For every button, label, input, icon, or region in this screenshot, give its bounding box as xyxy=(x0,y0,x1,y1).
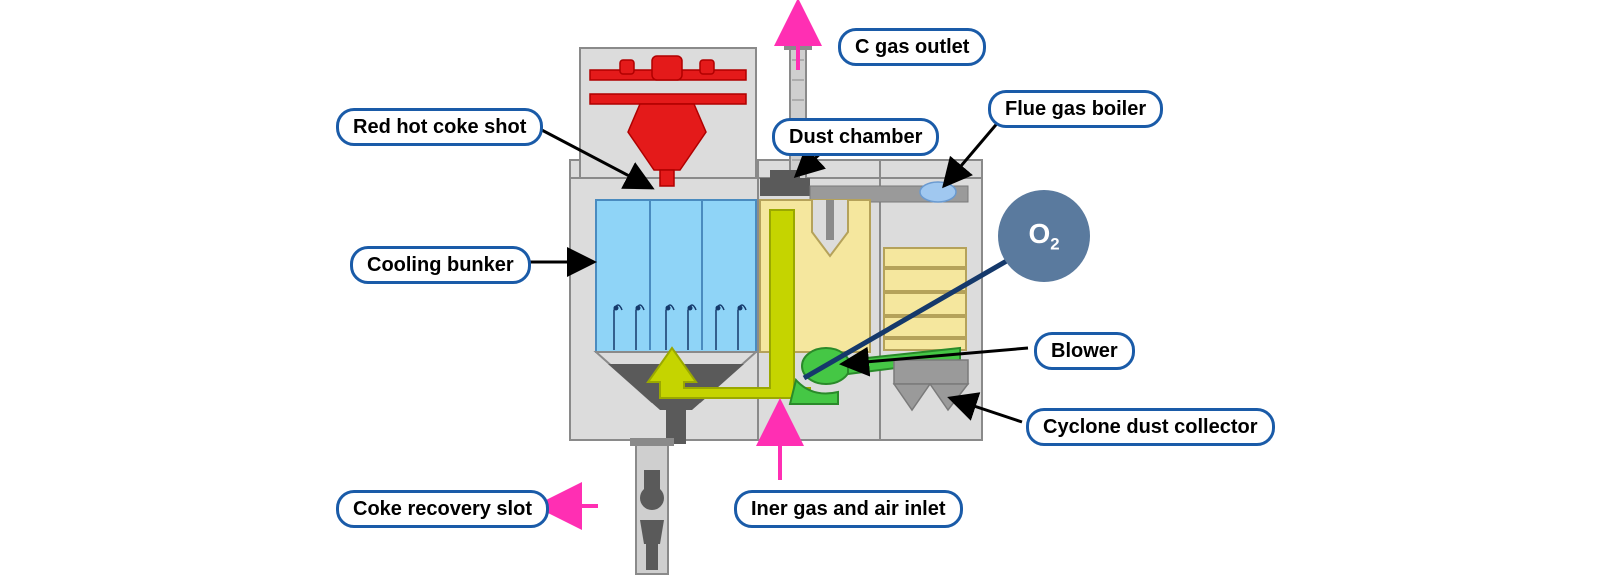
label-blower: Blower xyxy=(1034,332,1135,370)
o2-circle: O2 xyxy=(998,190,1090,282)
label-coke-recovery-slot: Coke recovery slot xyxy=(336,490,549,528)
label-inert-gas-air-inlet: Iner gas and air inlet xyxy=(734,490,963,528)
label-red-hot-coke-shot: Red hot coke shot xyxy=(336,108,543,146)
diagram-canvas: { "type": "flowchart", "background_color… xyxy=(0,0,1600,578)
label-c-gas-outlet: C gas outlet xyxy=(838,28,986,66)
coke-recovery-pipe xyxy=(630,438,674,574)
top-tower xyxy=(580,48,756,186)
label-dust-chamber: Dust chamber xyxy=(772,118,939,156)
label-cyclone-dust-collector: Cyclone dust collector xyxy=(1026,408,1275,446)
label-cooling-bunker: Cooling bunker xyxy=(350,246,531,284)
label-flue-gas-boiler: Flue gas boiler xyxy=(988,90,1163,128)
o2-label: O2 xyxy=(1028,218,1059,255)
